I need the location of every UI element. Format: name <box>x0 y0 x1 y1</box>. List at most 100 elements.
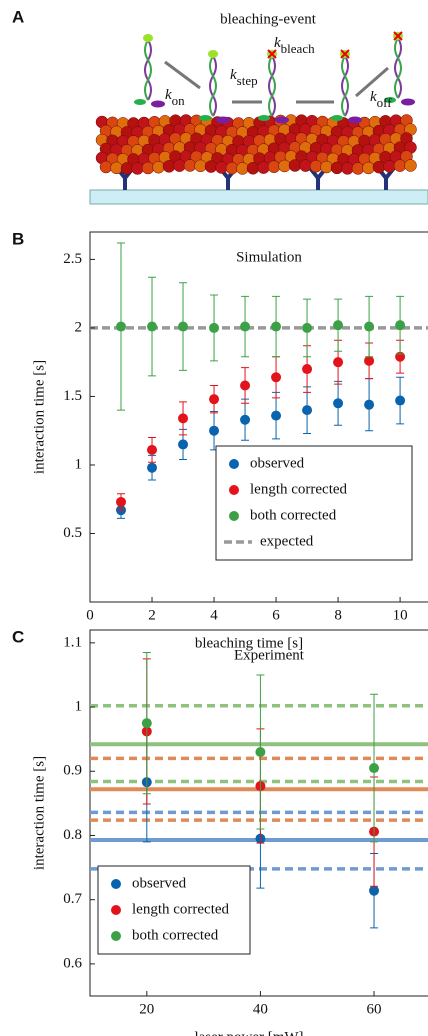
data-point <box>116 496 127 507</box>
chart-title: Experiment <box>234 647 305 663</box>
tubulin <box>299 159 312 172</box>
data-point <box>302 322 313 333</box>
legend-label: observed <box>250 455 305 471</box>
y-tick-label: 2 <box>75 319 83 335</box>
rate-constant: kstep <box>230 67 258 88</box>
tubulin <box>393 159 407 172</box>
tubulin <box>278 159 291 173</box>
molecule <box>209 55 217 117</box>
data-point <box>178 413 189 424</box>
legend-box <box>215 445 413 561</box>
data-point <box>209 425 220 436</box>
tubulin <box>110 161 123 175</box>
rate-subscript: on <box>172 93 186 108</box>
molecule <box>394 37 402 99</box>
y-tick-label: 1 <box>75 698 83 714</box>
y-tick-label: 0.7 <box>63 891 82 907</box>
data-point <box>209 394 220 405</box>
data-point <box>240 414 251 425</box>
arrow <box>355 66 389 98</box>
tubulin <box>173 159 186 172</box>
x-tick-label: 0 <box>86 607 94 623</box>
rate-symbol: k <box>274 35 281 51</box>
data-point <box>178 439 189 450</box>
bleach-mark <box>267 49 277 59</box>
chart: B 0 2 4 6 8 10 0.5 1 1.5 2 2.5 bleaching time [s] int… <box>12 229 428 651</box>
rate-constant: koff <box>370 89 392 110</box>
legend-marker <box>229 511 239 521</box>
tubulin <box>330 161 344 175</box>
molecule <box>268 55 276 117</box>
data-point <box>116 321 127 332</box>
legend-marker <box>229 459 239 469</box>
legend-marker <box>111 879 121 889</box>
tubulin <box>120 162 134 175</box>
legend-marker <box>229 485 239 495</box>
motor-head <box>331 115 343 121</box>
y-tick-label: 2.5 <box>63 251 82 267</box>
data-point <box>147 462 158 473</box>
legend-label: expected <box>260 533 314 549</box>
data-point <box>302 405 313 416</box>
tubulin <box>320 160 333 174</box>
tubulin <box>341 162 354 175</box>
x-tick-label: 4 <box>210 607 218 623</box>
fluorophore <box>208 50 218 58</box>
molecule <box>341 55 349 117</box>
panel-label: A <box>12 7 24 26</box>
arrow <box>164 60 201 90</box>
surface <box>89 189 428 205</box>
plot-frame <box>89 231 428 603</box>
tubulin <box>236 162 249 175</box>
data-point <box>255 747 266 757</box>
legend-label: both corrected <box>132 927 219 943</box>
tubulin <box>362 161 375 175</box>
tubulin <box>288 159 302 172</box>
tubulin <box>372 160 386 174</box>
y-tick-label: 0.9 <box>63 763 82 779</box>
x-tick-label: 8 <box>334 607 342 623</box>
x-tick-label: 10 <box>393 607 408 623</box>
tubulin <box>246 162 260 175</box>
molecule <box>144 39 152 101</box>
data-point <box>395 320 406 331</box>
data-point <box>147 444 158 455</box>
tubulin <box>141 161 155 175</box>
tubulin <box>204 160 218 173</box>
fluorophore <box>143 34 153 42</box>
tubulin <box>131 162 144 175</box>
tubulin <box>257 161 270 174</box>
legend: observed length corrected both corrected ex… <box>215 445 413 561</box>
rate-constant: kbleach <box>274 35 315 56</box>
x-axis-label: laser power [mW] <box>194 1029 303 1036</box>
x-tick-label: 20 <box>139 1001 154 1017</box>
motor-head <box>151 100 165 108</box>
data-point <box>271 410 282 421</box>
data-point <box>240 321 251 332</box>
molecule <box>341 55 349 117</box>
data-point <box>333 320 344 331</box>
y-axis-label: interaction time [s] <box>31 756 47 870</box>
y-tick-label: 0.5 <box>63 525 82 541</box>
rate-subscript: step <box>237 73 258 88</box>
y-tick-label: 1.1 <box>63 634 82 650</box>
data-point <box>364 355 375 366</box>
rate-subscript: bleach <box>281 41 315 56</box>
x-tick-label: 40 <box>253 1001 268 1017</box>
panel-label: C <box>12 627 24 646</box>
y-tick-label: 1 <box>75 456 83 472</box>
motor-head <box>199 115 211 121</box>
panel-label: B <box>12 229 24 248</box>
tubulin <box>183 159 197 172</box>
y-tick-label: 1.5 <box>63 388 82 404</box>
diagram-title: bleaching-event <box>220 11 317 27</box>
legend: observed length corrected both corrected <box>97 865 251 955</box>
motor-head <box>384 97 396 103</box>
rate-symbol: k <box>165 87 172 103</box>
tubulin <box>309 159 323 173</box>
x-axis-label: bleaching time [s] <box>195 635 303 651</box>
legend-marker <box>111 905 121 915</box>
chart: C 20 40 60 0.6 0.7 0.8 0.9 1 1.1 laser power [mW] i… <box>12 627 428 1036</box>
tubulin <box>351 162 365 175</box>
